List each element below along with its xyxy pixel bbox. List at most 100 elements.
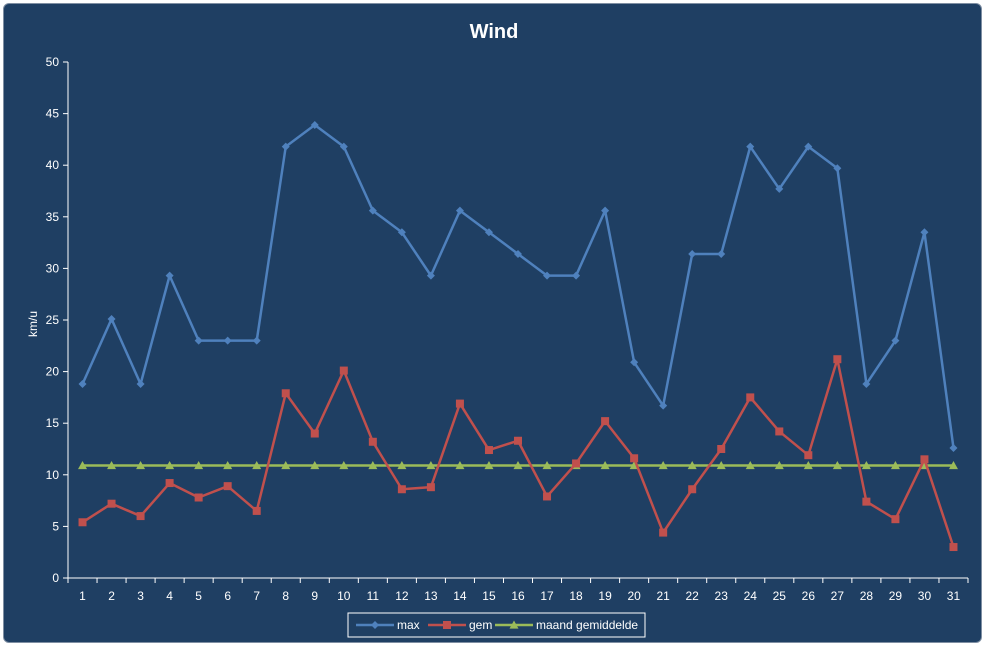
x-tick-label: 22	[686, 589, 700, 603]
data-point	[862, 497, 871, 506]
x-tick-label: 20	[627, 589, 641, 603]
data-point	[455, 461, 465, 470]
data-point	[281, 461, 291, 470]
data-point	[281, 389, 290, 398]
data-point	[78, 461, 88, 470]
data-point	[949, 543, 958, 552]
x-tick-label: 24	[744, 589, 758, 603]
data-point	[745, 461, 755, 470]
x-tick-label: 10	[337, 589, 351, 603]
data-point	[397, 485, 406, 494]
series-line	[81, 123, 955, 449]
data-point	[339, 142, 348, 151]
x-tick-label: 14	[453, 589, 467, 603]
data-point	[948, 461, 958, 470]
legend-item: gem	[428, 618, 492, 632]
data-point	[630, 358, 639, 367]
data-point	[804, 142, 813, 151]
data-point	[165, 461, 175, 470]
x-tick-label: 9	[311, 589, 318, 603]
legend-item: maand gemiddelde	[495, 618, 638, 632]
legend-item: max	[356, 618, 420, 632]
x-tick-label: 27	[831, 589, 845, 603]
data-point	[687, 461, 697, 470]
x-tick-label: 30	[918, 589, 932, 603]
data-point	[833, 164, 842, 173]
data-point	[455, 206, 464, 215]
data-point	[543, 271, 552, 280]
data-point	[601, 206, 610, 215]
data-point	[223, 482, 232, 491]
data-point	[514, 436, 522, 445]
data-point	[426, 461, 436, 470]
data-point	[949, 443, 958, 452]
chart-container: Wind km/u 0 5 10 15 20 25 30 35 40 45 50 1 2 3 4 5 6 7 8 9 1…	[3, 3, 982, 643]
data-point	[78, 518, 87, 527]
x-tick-label: 17	[540, 589, 554, 603]
x-tick-label: 4	[166, 589, 173, 603]
x-tick-label: 6	[224, 589, 231, 603]
data-point	[165, 271, 174, 280]
y-tick-label: 15	[46, 416, 60, 430]
y-tick-label: 0	[52, 571, 59, 585]
x-tick-label: 21	[656, 589, 670, 603]
data-point	[601, 417, 610, 426]
data-point	[252, 336, 261, 345]
y-tick-label: 35	[46, 210, 60, 224]
series-gem	[78, 355, 958, 552]
x-tick-label: 1	[79, 589, 86, 603]
data-point	[484, 461, 494, 470]
data-point	[572, 459, 581, 468]
series-maand-gemiddelde	[78, 461, 958, 470]
data-point	[107, 499, 116, 508]
data-point	[397, 228, 406, 237]
data-point	[775, 427, 784, 436]
data-point	[426, 483, 435, 492]
y-tick-label: 25	[46, 313, 60, 327]
data-point	[194, 461, 204, 470]
data-point	[659, 401, 668, 410]
x-tick-label: 5	[195, 589, 202, 603]
x-tick-label: 18	[569, 589, 583, 603]
data-point	[368, 206, 377, 215]
data-point	[368, 461, 378, 470]
data-point	[368, 437, 377, 446]
y-tick-label: 45	[46, 107, 60, 121]
data-point	[688, 249, 697, 258]
data-point	[716, 461, 726, 470]
data-point	[774, 461, 784, 470]
data-point	[310, 461, 320, 470]
y-tick-label: 10	[46, 468, 60, 482]
data-point	[310, 120, 319, 129]
data-point	[630, 454, 639, 463]
y-tick-label: 50	[46, 55, 60, 69]
data-point	[223, 336, 232, 345]
x-tick-label: 29	[889, 589, 903, 603]
series-max	[78, 120, 958, 452]
chart-title: Wind	[470, 21, 519, 43]
data-point	[600, 461, 610, 470]
data-point	[136, 512, 145, 521]
data-point	[803, 461, 813, 470]
data-point	[746, 393, 755, 402]
data-point	[572, 271, 581, 280]
x-tick-label: 7	[253, 589, 260, 603]
y-axis-title: km/u	[26, 311, 40, 337]
y-tick-label: 30	[46, 261, 60, 275]
data-point	[194, 493, 203, 502]
x-tick-label: 12	[395, 589, 409, 603]
data-point	[223, 461, 233, 470]
data-point	[252, 461, 262, 470]
y-tick-label: 5	[52, 519, 59, 533]
x-tick-label: 11	[367, 589, 380, 603]
data-point	[397, 461, 407, 470]
data-point	[281, 142, 290, 151]
data-point	[136, 461, 146, 470]
data-point	[833, 355, 842, 364]
legend-box	[347, 612, 646, 638]
data-point	[891, 336, 900, 345]
y-tick-label: 40	[46, 158, 60, 172]
data-point	[804, 451, 813, 460]
data-point	[890, 461, 900, 470]
